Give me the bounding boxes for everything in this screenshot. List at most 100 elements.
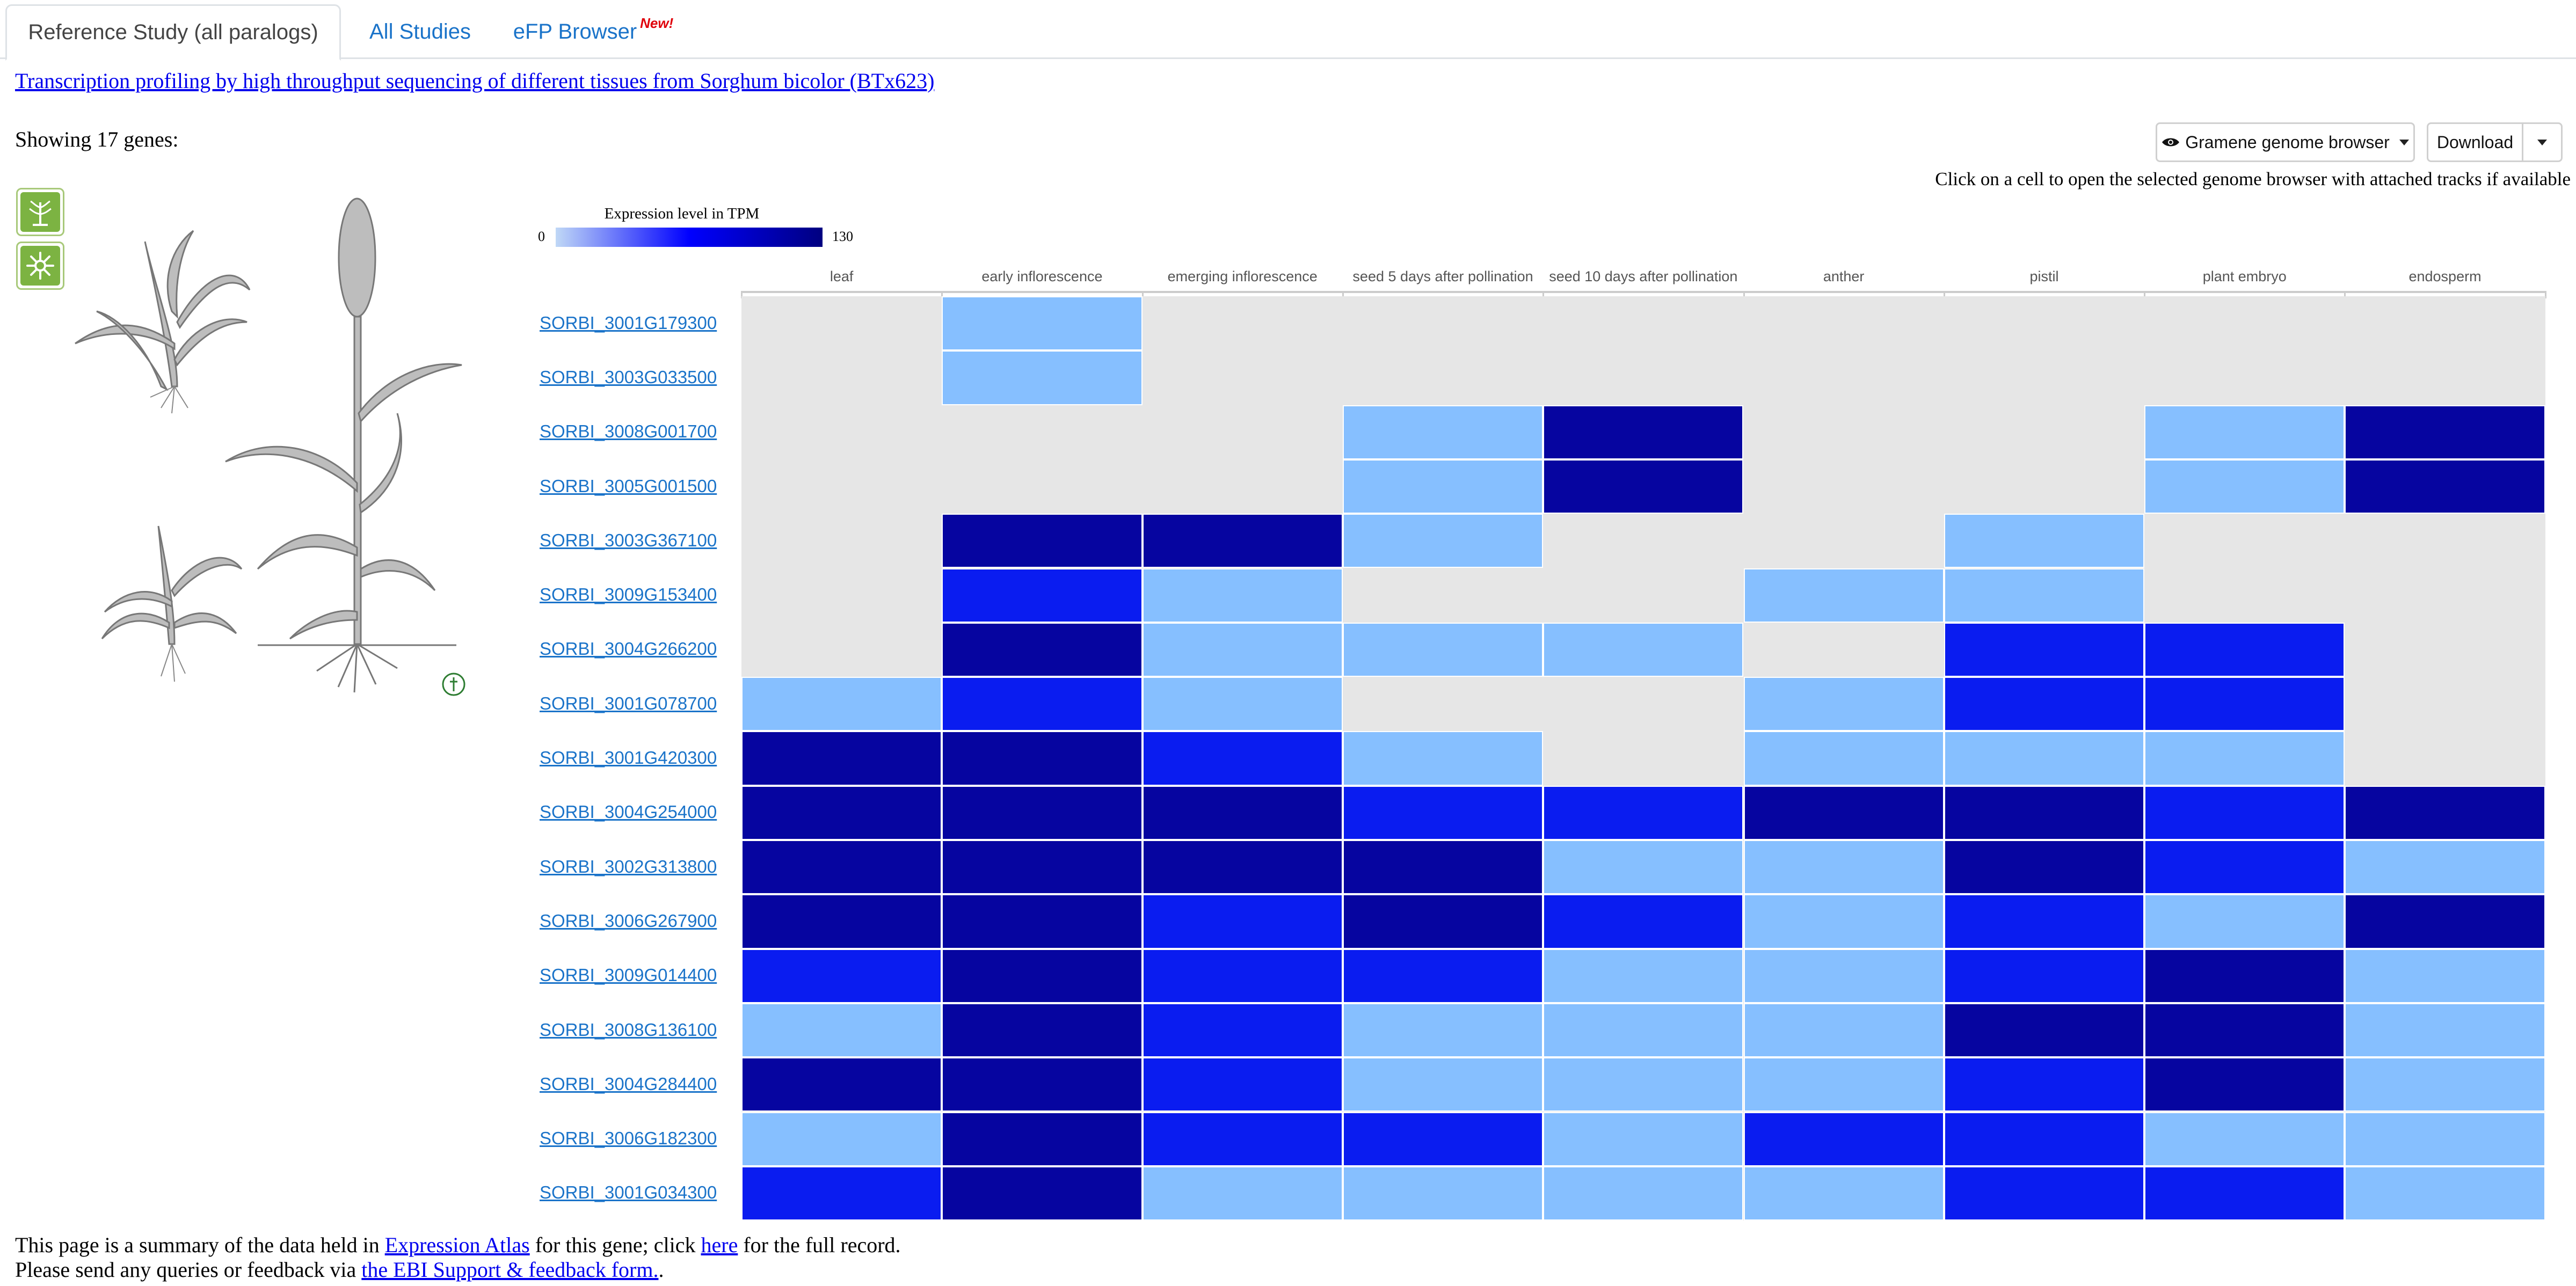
- heatmap-cell[interactable]: [1944, 731, 2145, 786]
- heatmap-cell[interactable]: [1743, 785, 1944, 840]
- heatmap-cell[interactable]: [741, 677, 942, 732]
- heatmap-cell[interactable]: [1543, 894, 1744, 949]
- heatmap-cell[interactable]: [942, 1003, 1143, 1058]
- heatmap-cell[interactable]: [1944, 677, 2145, 732]
- heatmap-cell[interactable]: [1142, 948, 1343, 1003]
- heatmap-cell[interactable]: [1543, 1003, 1744, 1058]
- heatmap-cell[interactable]: [1743, 894, 1944, 949]
- heatmap-cell[interactable]: [2345, 405, 2545, 459]
- heatmap-cell[interactable]: [2345, 948, 2545, 1003]
- gene-link[interactable]: SORBI_3002G313800: [540, 856, 717, 876]
- heatmap-cell[interactable]: [942, 948, 1143, 1003]
- heatmap-cell[interactable]: [2345, 1166, 2545, 1221]
- gene-link[interactable]: SORBI_3003G033500: [540, 367, 717, 387]
- tab-efp-browser[interactable]: eFP Browser New!: [502, 4, 685, 59]
- heatmap-cell[interactable]: [1944, 514, 2145, 568]
- heatmap-cell[interactable]: [2345, 894, 2545, 949]
- heatmap-cell[interactable]: [1944, 1057, 2145, 1112]
- heatmap-cell[interactable]: [942, 1112, 1143, 1166]
- heatmap-cell[interactable]: [1543, 1057, 1744, 1112]
- heatmap-cell[interactable]: [2144, 840, 2345, 895]
- anatomogram-flower-button[interactable]: [16, 242, 64, 290]
- heatmap-cell[interactable]: [2144, 1166, 2345, 1221]
- heatmap-cell[interactable]: [1543, 405, 1744, 459]
- heatmap-cell[interactable]: [1342, 1003, 1544, 1058]
- heatmap-cell[interactable]: [1342, 785, 1544, 840]
- heatmap-cell[interactable]: [2345, 459, 2545, 514]
- heatmap-cell[interactable]: [1743, 1112, 1944, 1166]
- heatmap-cell[interactable]: [1944, 1166, 2145, 1221]
- gene-link[interactable]: SORBI_3003G367100: [540, 530, 717, 550]
- heatmap-cell[interactable]: [1944, 568, 2145, 623]
- heatmap-cell[interactable]: [2144, 731, 2345, 786]
- heatmap-cell[interactable]: [942, 677, 1143, 732]
- gene-link[interactable]: SORBI_3004G254000: [540, 802, 717, 822]
- heatmap-cell[interactable]: [741, 731, 942, 786]
- heatmap-cell[interactable]: [1142, 677, 1343, 732]
- gene-link[interactable]: SORBI_3008G001700: [540, 421, 717, 442]
- heatmap-cell[interactable]: [1743, 568, 1944, 623]
- heatmap-cell[interactable]: [1543, 840, 1744, 895]
- heatmap-cell[interactable]: [1743, 731, 1944, 786]
- heatmap-cell[interactable]: [2345, 1057, 2545, 1112]
- heatmap-cell[interactable]: [2144, 405, 2345, 459]
- heatmap-cell[interactable]: [1743, 1003, 1944, 1058]
- heatmap-cell[interactable]: [1142, 894, 1343, 949]
- tab-reference-study[interactable]: Reference Study (all paralogs): [5, 4, 341, 61]
- heatmap-cell[interactable]: [1342, 840, 1544, 895]
- heatmap-cell[interactable]: [1543, 459, 1744, 514]
- heatmap-cell[interactable]: [942, 296, 1143, 351]
- heatmap-cell[interactable]: [1543, 948, 1744, 1003]
- heatmap-cell[interactable]: [741, 1003, 942, 1058]
- gene-link[interactable]: SORBI_3001G179300: [540, 312, 717, 333]
- heatmap-cell[interactable]: [1944, 1112, 2145, 1166]
- heatmap-cell[interactable]: [1142, 785, 1343, 840]
- heatmap-cell[interactable]: [942, 894, 1143, 949]
- heatmap-cell[interactable]: [1944, 622, 2145, 677]
- heatmap-cell[interactable]: [1342, 731, 1544, 786]
- heatmap-cell[interactable]: [1743, 948, 1944, 1003]
- heatmap-cell[interactable]: [1743, 677, 1944, 732]
- heatmap-cell[interactable]: [1543, 1166, 1744, 1221]
- heatmap-cell[interactable]: [1543, 622, 1744, 677]
- heatmap-cell[interactable]: [2345, 785, 2545, 840]
- gene-link[interactable]: SORBI_3001G420300: [540, 748, 717, 768]
- gene-link[interactable]: SORBI_3001G034300: [540, 1182, 717, 1203]
- heatmap-cell[interactable]: [2144, 622, 2345, 677]
- heatmap-cell[interactable]: [1342, 622, 1544, 677]
- heatmap-cell[interactable]: [1142, 622, 1343, 677]
- heatmap-cell[interactable]: [2345, 1003, 2545, 1058]
- heatmap-cell[interactable]: [2144, 459, 2345, 514]
- heatmap-cell[interactable]: [741, 840, 942, 895]
- heatmap-cell[interactable]: [942, 1057, 1143, 1112]
- gene-link[interactable]: SORBI_3009G014400: [540, 965, 717, 985]
- study-link[interactable]: Transcription profiling by high throughp…: [15, 69, 935, 93]
- heatmap-cell[interactable]: [1342, 1112, 1544, 1166]
- heatmap-cell[interactable]: [1342, 894, 1544, 949]
- heatmap-cell[interactable]: [1743, 1166, 1944, 1221]
- heatmap-cell[interactable]: [1743, 1057, 1944, 1112]
- heatmap-cell[interactable]: [1142, 568, 1343, 623]
- gene-link[interactable]: SORBI_3009G153400: [540, 584, 717, 605]
- heatmap-cell[interactable]: [741, 1057, 942, 1112]
- heatmap-cell[interactable]: [2144, 785, 2345, 840]
- heatmap-cell[interactable]: [1944, 785, 2145, 840]
- anatomogram-whole-plant-button[interactable]: [16, 188, 64, 236]
- heatmap-cell[interactable]: [1342, 1166, 1544, 1221]
- heatmap-cell[interactable]: [1944, 840, 2145, 895]
- heatmap-cell[interactable]: [741, 1112, 942, 1166]
- heatmap-cell[interactable]: [942, 622, 1143, 677]
- gene-link[interactable]: SORBI_3006G182300: [540, 1128, 717, 1149]
- heatmap-cell[interactable]: [1342, 459, 1544, 514]
- heatmap-cell[interactable]: [2345, 1112, 2545, 1166]
- heatmap-cell[interactable]: [1342, 514, 1544, 568]
- heatmap-cell[interactable]: [741, 894, 942, 949]
- heatmap-cell[interactable]: [2144, 948, 2345, 1003]
- heatmap-cell[interactable]: [2144, 1057, 2345, 1112]
- heatmap-cell[interactable]: [1342, 948, 1544, 1003]
- heatmap-cell[interactable]: [942, 731, 1143, 786]
- heatmap-cell[interactable]: [1944, 894, 2145, 949]
- download-options-toggle[interactable]: [2522, 122, 2563, 162]
- heatmap-cell[interactable]: [1142, 1166, 1343, 1221]
- heatmap-cell[interactable]: [942, 568, 1143, 623]
